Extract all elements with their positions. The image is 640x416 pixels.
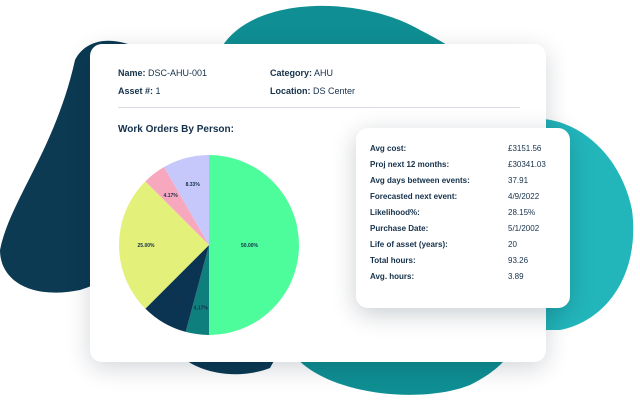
pie-slice [209,155,299,335]
stat-row: Life of asset (years): 20 [370,240,560,254]
stat-label: Proj next 12 months: [370,160,450,169]
pie-slice [119,181,209,309]
asset-name-value: DSC-AHU-001 [148,68,208,78]
stat-value: 37.91 [508,176,529,185]
asset-number: Asset #: 1 [118,86,161,96]
stat-row: Likelihood%: 28.15% [370,208,560,222]
stat-label: Purchase Date: [370,224,429,233]
stat-value: 93.26 [508,256,529,265]
stat-value: 5/1/2002 [508,224,540,233]
pie-slice-label: 4.17% [194,305,209,311]
stat-row: Proj next 12 months: £30341.03 [370,160,560,174]
stat-row: Forecasted next event: 4/9/2022 [370,192,560,206]
asset-location: Location: DS Center [270,86,355,96]
asset-category: Category: AHU [270,68,333,78]
stat-value: £30341.03 [508,160,546,169]
pie-slice-label: 8.33% [186,182,201,188]
stat-value: 20 [508,240,517,249]
stat-value: 3.89 [508,272,524,281]
chart-title: Work Orders By Person: [118,124,234,135]
stat-row: Avg cost: £3151.56 [370,144,560,158]
pie-slice [145,245,209,332]
stat-label: Life of asset (years): [370,240,448,249]
stat-row: Avg. hours: 3.89 [370,272,560,286]
stat-value: 4/9/2022 [508,192,540,201]
stat-row: Avg days between events: 37.91 [370,176,560,190]
pie-slice-label: 4.17% [164,193,179,199]
pie-slice-label: 8.33% [170,298,185,304]
divider [118,107,520,108]
pie-slice [145,167,209,245]
asset-location-label: Location: [270,86,311,96]
asset-category-label: Category: [270,68,313,78]
stat-label: Total hours: [370,256,416,265]
pie-slice [185,245,209,335]
pie-slice [164,155,209,245]
asset-location-value: DS Center [313,86,356,96]
pie-slice-label: 25.00% [138,243,156,249]
asset-number-value: 1 [155,86,161,96]
stat-label: Avg cost: [370,144,407,153]
asset-name: Name: DSC-AHU-001 [118,68,207,78]
stat-label: Likelihood%: [370,208,420,217]
asset-name-label: Name: [118,68,146,78]
stat-row: Total hours: 93.26 [370,256,560,270]
stat-value: £3151.56 [508,144,542,153]
asset-card: Name: DSC-AHU-001 Asset #: 1 Category: A… [90,44,546,362]
stat-label: Forecasted next event: [370,192,458,201]
stat-value: 28.15% [508,208,536,217]
stat-row: Purchase Date: 5/1/2002 [370,224,560,238]
stat-label: Avg. hours: [370,272,415,281]
pie-chart: 50.00% 4.17% 8.33% 25.00% 4.17% 8.33% [119,155,299,335]
stat-label: Avg days between events: [370,176,470,185]
asset-number-label: Asset #: [118,86,154,96]
stats-card: Avg cost: £3151.56 Proj next 12 months: £30… [356,128,570,308]
pie-slice-label: 50.00% [241,243,259,249]
asset-category-value: AHU [314,68,334,78]
